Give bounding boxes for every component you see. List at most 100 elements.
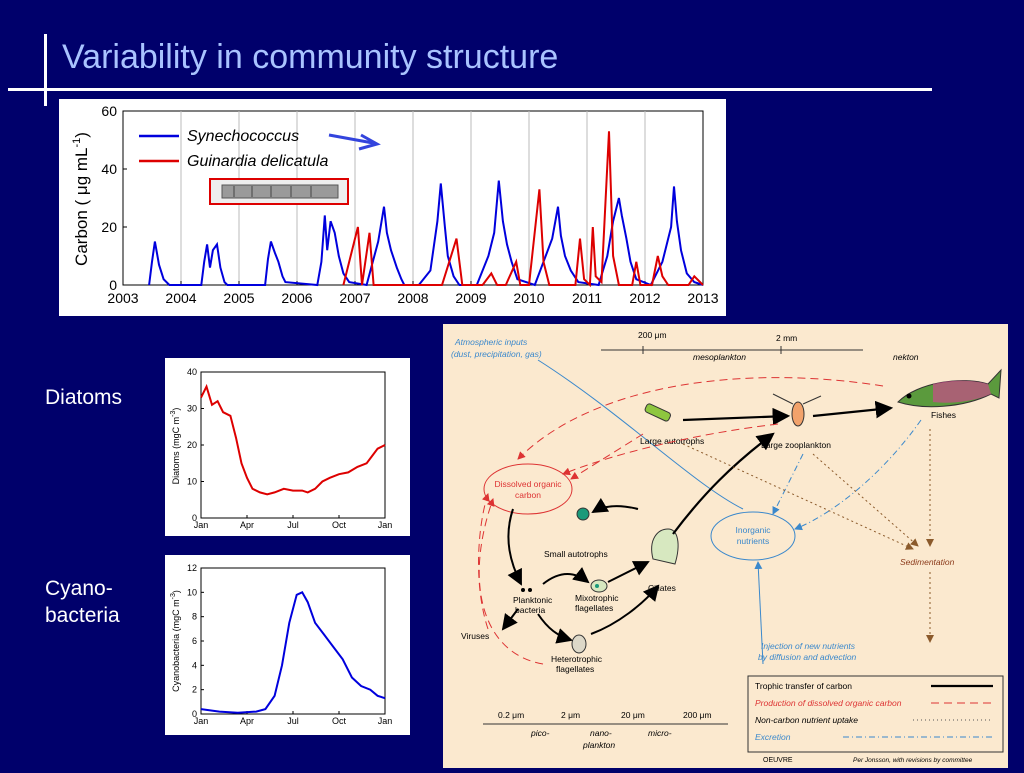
- diagram-legend-box: [747, 675, 1004, 753]
- large-zooplankton-label: Large zooplankton: [761, 440, 831, 450]
- y-tick-label: 0: [192, 709, 197, 719]
- cyano-panel: 0 2 4 6 8 10 12 Jan Apr Jul Oct Jan Cyanobacteria …: [165, 555, 410, 735]
- x-tick-label: 2006: [281, 290, 312, 306]
- size-0-2um: 0.2 μm: [498, 710, 524, 720]
- diatoms-label: Diatoms: [45, 386, 123, 409]
- mesoplankton-label: mesoplankton: [693, 352, 746, 362]
- series-line: [200, 591, 386, 714]
- x-tick-label: 2008: [397, 290, 428, 306]
- arrow-mixo-ciliate: [607, 561, 650, 583]
- legend: Synechococcus Guinardia delicatula: [139, 128, 381, 205]
- arrow-doc-bacteria: [507, 508, 522, 586]
- y-tick-label: 6: [192, 636, 197, 646]
- slide-title: Variability in community structure: [62, 38, 559, 76]
- arrow-bacteria-virus: [501, 608, 519, 631]
- ciliate-icon: [651, 528, 679, 565]
- heterotroph-icon: [571, 634, 587, 654]
- y-tick-label: 10: [187, 477, 197, 487]
- mixotroph-icon: [590, 579, 608, 593]
- size-20um: 20 μm: [621, 710, 645, 720]
- series-line-synechococcus: [148, 180, 704, 287]
- fishes-label: Fishes: [931, 410, 956, 420]
- doc-arrow-virus: [478, 493, 490, 630]
- viruses-label: Viruses: [461, 631, 489, 641]
- y-tick-label: 8: [192, 612, 197, 622]
- ciliates-label: Ciliates: [648, 583, 676, 593]
- series-line: [200, 383, 386, 496]
- credit-oeuvre: OEUVRE: [763, 757, 793, 764]
- atmos-label-2: (dust, precipitation, gas): [451, 349, 542, 359]
- bacteria-icon: [521, 588, 532, 592]
- excretion-fish: [794, 419, 922, 531]
- series-line-guinardia-delicatula: [342, 131, 704, 288]
- doc-node: [483, 463, 573, 515]
- heterotrophic-label-2: flagellates: [556, 664, 594, 674]
- guinardia-cell-chain: [221, 184, 339, 199]
- cyano-label-1: Cyano-: [45, 577, 113, 600]
- y-axis-label: Carbon ( μg mL-1): [71, 132, 91, 266]
- x-tick-label: Jan: [194, 520, 209, 530]
- food-web-diagram: Atmospheric inputs (dust, precipitation,…: [451, 330, 1004, 764]
- diatoms-chart: 0 10 20 30 40 Jan Apr Jul Oct Jan Diatoms (mgC m…: [170, 367, 393, 530]
- y-tick-label: 20: [101, 219, 117, 235]
- doc-arrow-zoo: [562, 423, 779, 476]
- sed-arrow-auto: [682, 443, 914, 550]
- heterotrophic-label-1: Heterotrophic: [551, 654, 603, 664]
- x-tick-label: Oct: [332, 520, 347, 530]
- carbon-timeseries-chart: 0 20 40 60 2003 2004 2005 2006 2007 2008 2009 2010…: [71, 103, 719, 306]
- doc-label-2: carbon: [515, 490, 541, 500]
- plankton-label: plankton: [582, 740, 615, 750]
- food-web-diagram-panel: Atmospheric inputs (dust, precipitation,…: [443, 324, 1008, 768]
- x-tick-label: 2012: [629, 290, 660, 306]
- carbon-timeseries-panel: 0 20 40 60 2003 2004 2005 2006 2007 2008 2009 2010…: [59, 99, 726, 316]
- fish-icon: [897, 368, 1002, 408]
- x-tick-label: 2009: [455, 290, 486, 306]
- injection-label-1: Injection of new nutrients: [761, 641, 856, 651]
- x-tick-label: 2004: [165, 290, 196, 306]
- small-autotroph-icon: [576, 507, 590, 521]
- legend-guinardia: Guinardia delicatula: [187, 153, 329, 170]
- y-tick-label: 2: [192, 685, 197, 695]
- small-autotrophs-label: Small autotrophs: [544, 549, 608, 559]
- size-200um-bottom: 200 μm: [683, 710, 712, 720]
- legend-arrowhead: [358, 133, 381, 151]
- x-tick-label: 2011: [572, 290, 602, 306]
- bacteria-label-1: Planktonic: [513, 595, 553, 605]
- plot-frame: [200, 567, 386, 715]
- title-vertical-rule: [44, 34, 47, 106]
- y-tick-label: 30: [187, 404, 197, 414]
- atmos-label-1: Atmospheric inputs: [454, 337, 528, 347]
- doc-arrow-fish: [517, 377, 884, 460]
- title-horizontal-rule: [8, 88, 932, 91]
- diatoms-panel: 0 10 20 30 40 Jan Apr Jul Oct Jan Diatoms (mgC m…: [165, 358, 410, 536]
- arrow-bacteria-mixo: [542, 567, 590, 585]
- x-tick-label: Oct: [332, 716, 347, 726]
- doc-arrow-auto: [570, 433, 644, 480]
- injection-arrow: [754, 561, 764, 665]
- nano-label: nano-: [590, 728, 612, 738]
- inorganic-label-2: nutrients: [737, 536, 770, 546]
- plot-frame: [200, 371, 386, 519]
- y-tick-label: 40: [187, 367, 197, 377]
- legend-uptake: Non-carbon nutrient uptake: [755, 715, 858, 725]
- y-tick-label: 0: [109, 277, 117, 293]
- arrow-ciliate-zoo: [672, 432, 775, 535]
- bacteria-label-2: bacteria: [515, 605, 546, 615]
- x-tick-label: Apr: [240, 716, 254, 726]
- mixotrophic-label-1: Mixotrophic: [575, 593, 619, 603]
- x-tick-label: Jul: [287, 520, 299, 530]
- y-tick-label: 10: [187, 587, 197, 597]
- arrow-zoo-fish: [812, 400, 894, 419]
- y-tick-label: 40: [101, 161, 117, 177]
- mixotrophic-label-2: flagellates: [575, 603, 613, 613]
- nekton-label: nekton: [893, 352, 919, 362]
- x-tick-label: 2003: [107, 290, 138, 306]
- arrow-hetero-ciliate: [590, 584, 660, 635]
- doc-label-1: Dissolved organic: [494, 479, 562, 489]
- x-tick-label: Apr: [240, 520, 254, 530]
- sedimentation-label: Sedimentation: [900, 557, 955, 567]
- atmos-arrow: [537, 359, 744, 510]
- legend-synechococcus: Synechococcus: [187, 128, 299, 145]
- pico-label: pico-: [530, 728, 550, 738]
- x-tick-label: Jan: [378, 520, 393, 530]
